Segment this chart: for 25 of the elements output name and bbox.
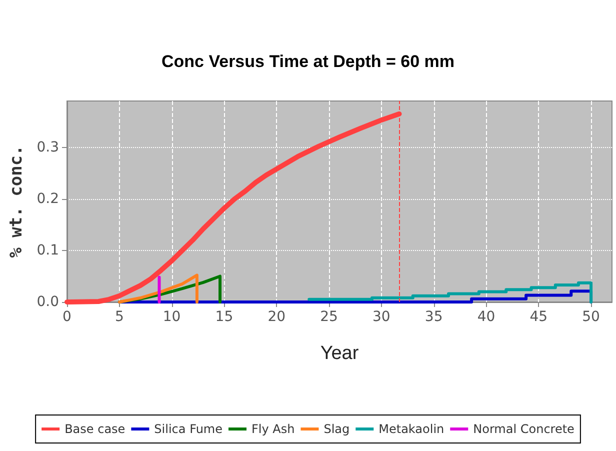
x-tick-label: 35 (424, 309, 443, 325)
line-series (118, 274, 198, 304)
legend-label: Normal Concrete (473, 422, 574, 436)
x-tick-label: 25 (320, 309, 338, 325)
x-tick-label: 10 (162, 309, 181, 325)
x-tick-label: 40 (477, 309, 496, 325)
y-tick-label: 0.0 (36, 294, 59, 310)
x-tick-label: 45 (530, 309, 548, 325)
legend-label: Silica Fume (154, 422, 222, 436)
legend-label: Metakaolin (378, 422, 444, 436)
x-tick-label: 50 (582, 309, 600, 325)
x-tick-label: 5 (114, 309, 124, 325)
x-axis-title: Year (320, 343, 360, 364)
x-tick-label: 30 (372, 309, 390, 325)
legend-label: Slag (324, 422, 350, 436)
y-tick-label: 0.3 (36, 139, 59, 156)
x-tick-label: 0 (62, 309, 72, 325)
legend-label: Fly Ash (251, 422, 295, 436)
chart-title: Conc Versus Time at Depth = 60 mm (161, 52, 455, 71)
y-axis-title: % wt. conc. (6, 145, 26, 258)
x-tick-label: 15 (215, 309, 234, 325)
y-tick-label: 0.2 (36, 190, 59, 207)
y-tick-label: 0.1 (36, 242, 59, 258)
legend-label: Base case (64, 422, 126, 436)
x-tick-label: 20 (268, 309, 286, 325)
